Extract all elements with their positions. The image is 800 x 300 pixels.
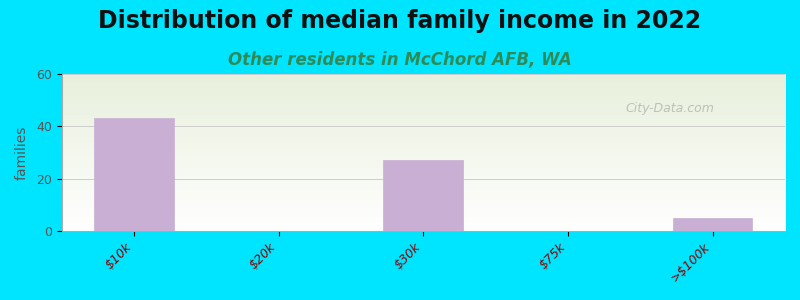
Bar <box>94 118 174 231</box>
Text: City-Data.com: City-Data.com <box>626 102 714 115</box>
Bar <box>673 218 753 231</box>
Bar <box>383 160 463 231</box>
Text: Distribution of median family income in 2022: Distribution of median family income in … <box>98 9 702 33</box>
Text: Other residents in McChord AFB, WA: Other residents in McChord AFB, WA <box>228 51 572 69</box>
Y-axis label: families: families <box>15 125 29 180</box>
